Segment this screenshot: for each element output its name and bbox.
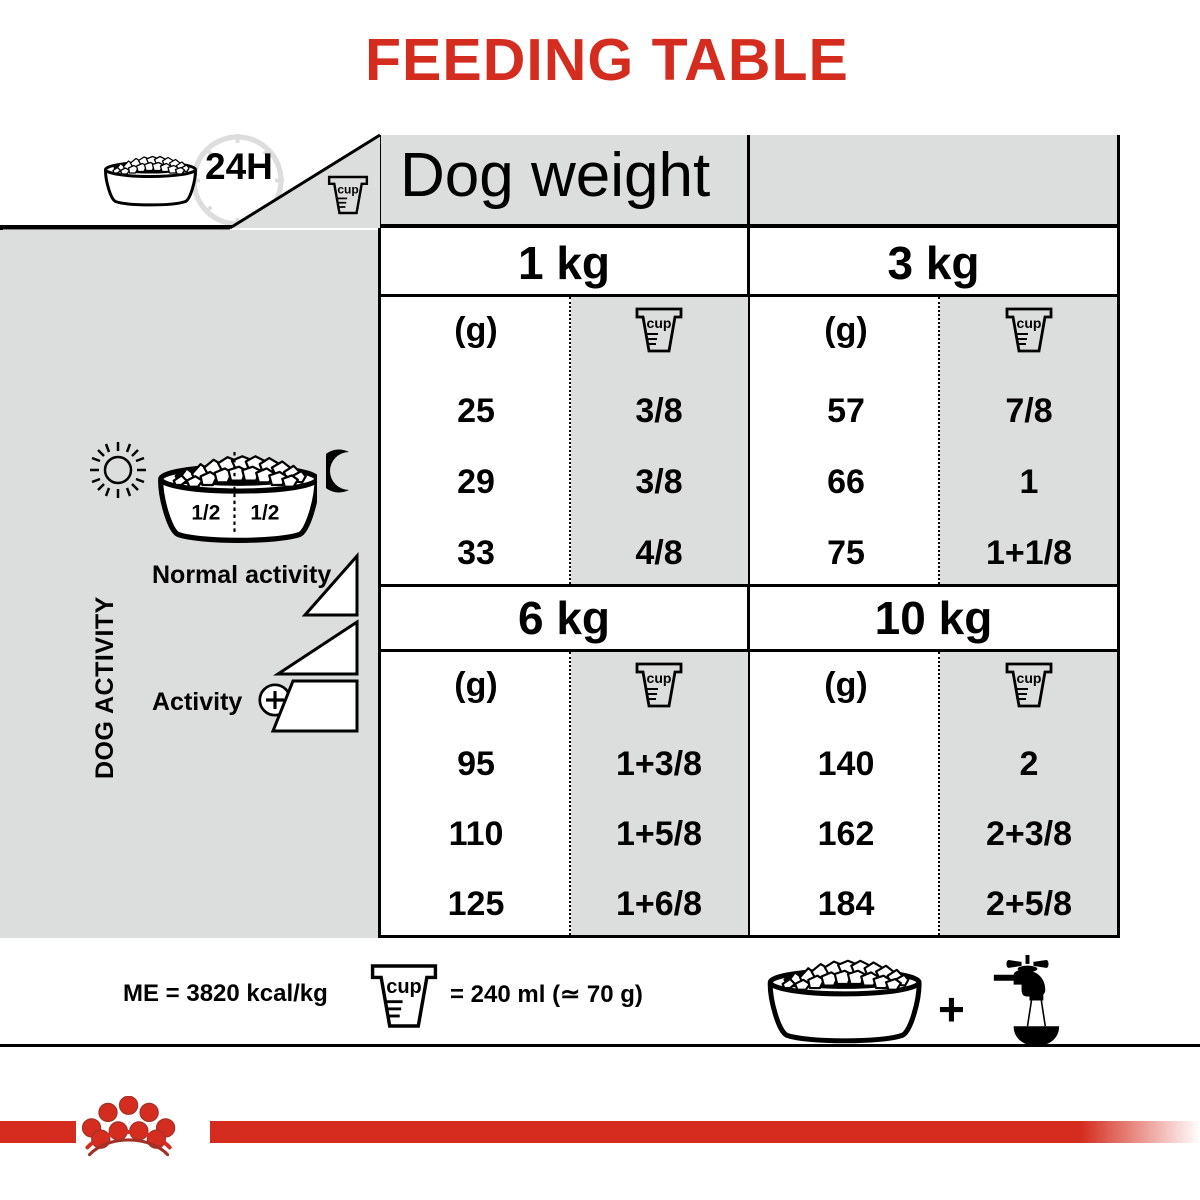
svg-text:cup: cup	[337, 182, 358, 196]
